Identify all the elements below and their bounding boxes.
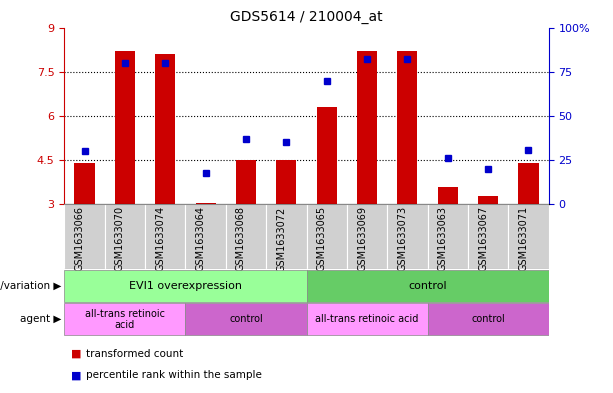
Bar <box>115 51 135 204</box>
Bar <box>185 204 226 269</box>
Bar <box>316 107 337 204</box>
Text: GSM1633065: GSM1633065 <box>317 206 327 272</box>
Bar <box>438 187 458 204</box>
Bar <box>196 203 216 204</box>
Text: GSM1633067: GSM1633067 <box>478 206 488 272</box>
Text: GSM1633063: GSM1633063 <box>438 206 447 271</box>
Text: ■: ■ <box>70 370 81 380</box>
Text: control: control <box>408 281 447 291</box>
Bar <box>387 204 428 269</box>
Bar <box>428 303 549 335</box>
Bar <box>468 204 508 269</box>
Bar <box>306 204 347 269</box>
Text: agent ▶: agent ▶ <box>20 314 61 324</box>
Bar <box>105 204 145 269</box>
Bar <box>64 270 306 302</box>
Text: ■: ■ <box>70 349 81 359</box>
Bar <box>226 204 266 269</box>
Text: percentile rank within the sample: percentile rank within the sample <box>86 370 262 380</box>
Bar <box>347 204 387 269</box>
Bar <box>186 303 306 335</box>
Bar <box>236 160 256 204</box>
Text: genotype/variation ▶: genotype/variation ▶ <box>0 281 61 291</box>
Bar <box>155 54 175 204</box>
Text: all-trans retinoic
acid: all-trans retinoic acid <box>85 309 165 330</box>
Text: GSM1633068: GSM1633068 <box>236 206 246 271</box>
Bar <box>397 51 417 204</box>
Bar <box>64 303 186 335</box>
Text: GSM1633072: GSM1633072 <box>276 206 286 272</box>
Bar <box>427 204 468 269</box>
Text: GSM1633071: GSM1633071 <box>519 206 528 272</box>
Text: GSM1633073: GSM1633073 <box>397 206 408 272</box>
Bar <box>478 195 498 204</box>
Bar <box>306 303 428 335</box>
Bar <box>508 204 549 269</box>
Text: GSM1633070: GSM1633070 <box>115 206 125 272</box>
Bar <box>64 204 105 269</box>
Text: all-trans retinoic acid: all-trans retinoic acid <box>315 314 419 324</box>
Text: GSM1633074: GSM1633074 <box>155 206 166 272</box>
Text: transformed count: transformed count <box>86 349 183 359</box>
Text: GSM1633066: GSM1633066 <box>75 206 85 271</box>
Text: GSM1633064: GSM1633064 <box>196 206 205 271</box>
Bar <box>266 204 306 269</box>
Title: GDS5614 / 210004_at: GDS5614 / 210004_at <box>230 10 383 24</box>
Text: control: control <box>229 314 263 324</box>
Bar <box>145 204 185 269</box>
Text: control: control <box>471 314 505 324</box>
Bar <box>519 163 539 204</box>
Bar <box>276 160 297 204</box>
Bar <box>74 163 94 204</box>
Text: GSM1633069: GSM1633069 <box>357 206 367 271</box>
Text: EVI1 overexpression: EVI1 overexpression <box>129 281 242 291</box>
Bar <box>357 51 377 204</box>
Bar <box>306 270 549 302</box>
